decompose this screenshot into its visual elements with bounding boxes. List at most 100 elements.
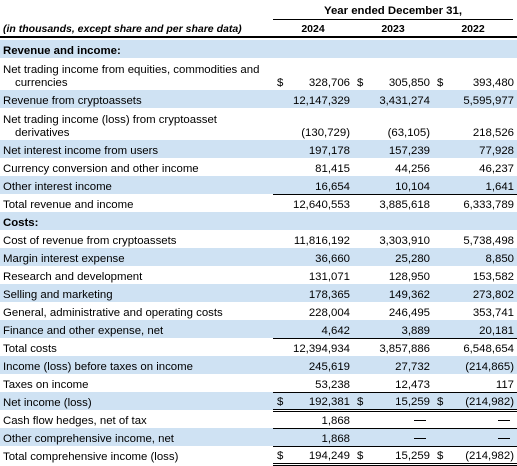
currency-symbol bbox=[273, 90, 287, 108]
currency-symbol bbox=[353, 193, 367, 212]
row-label: Total comprehensive income (loss) bbox=[3, 451, 179, 463]
currency-symbol bbox=[353, 140, 367, 158]
value-2024: 1,868 bbox=[287, 427, 353, 447]
value-2023: 44,256 bbox=[395, 163, 430, 175]
section-header-row: Revenue and income: bbox=[0, 40, 517, 58]
row-label: Revenue and income: bbox=[0, 40, 273, 58]
row-label-line2: derivatives bbox=[15, 127, 70, 139]
value-2023 bbox=[367, 40, 433, 58]
value-2024: 11,816,192 bbox=[293, 235, 350, 247]
value-2023 bbox=[367, 427, 433, 447]
value-2024: 81,415 bbox=[315, 163, 350, 175]
currency-symbol bbox=[273, 374, 287, 393]
currency-symbol bbox=[273, 337, 287, 356]
currency-symbol bbox=[273, 320, 287, 339]
currency-symbol bbox=[273, 284, 287, 302]
currency-symbol: $ bbox=[277, 77, 284, 89]
currency-symbol: $ bbox=[433, 445, 447, 466]
row-label: Cost of revenue from cryptoassets bbox=[3, 235, 177, 247]
currency-symbol bbox=[273, 427, 287, 447]
value-2023: 246,495 bbox=[388, 307, 430, 319]
row-label: Other comprehensive income, net bbox=[0, 428, 273, 446]
row-label: Net income (loss) bbox=[0, 392, 273, 410]
currency-symbol bbox=[353, 212, 367, 230]
year-header-2023: 2023 bbox=[381, 23, 405, 35]
value-2024: 12,394,934 bbox=[287, 337, 353, 356]
value-2022: 218,526 bbox=[472, 127, 514, 139]
value-2023: 15,259 bbox=[367, 391, 433, 412]
currency-symbol: $ bbox=[353, 445, 367, 466]
value-2023: (63,105) bbox=[387, 127, 430, 139]
row-label: General, administrative and operating co… bbox=[3, 307, 223, 319]
table-row: Cash flow hedges, net of tax 1,868 bbox=[0, 410, 517, 429]
value-2022 bbox=[447, 427, 517, 447]
row-label: Margin interest expense bbox=[0, 248, 273, 266]
currency-symbol: $ bbox=[437, 77, 444, 89]
row-label: Revenue from cryptoassets bbox=[0, 90, 273, 108]
value-2024: 245,619 bbox=[287, 356, 353, 374]
year-header-2024: 2024 bbox=[301, 23, 325, 35]
currency-symbol bbox=[273, 266, 287, 284]
table-row: Margin interest expense 36,660 25,280 8,850 bbox=[0, 248, 517, 266]
value-2022: 5,738,498 bbox=[463, 235, 514, 247]
currency-symbol bbox=[433, 158, 447, 176]
value-2022: 393,480 bbox=[472, 77, 514, 89]
value-2022: 8,850 bbox=[447, 248, 517, 266]
row-label-line1: Net trading income (loss) from cryptoass… bbox=[3, 114, 217, 126]
value-2022: 117 bbox=[447, 374, 517, 393]
currency-symbol bbox=[433, 230, 447, 248]
table-row: Cost of revenue from cryptoassets 11,816,… bbox=[0, 230, 517, 248]
currency-symbol bbox=[273, 212, 287, 230]
row-label-line1: Net trading income from equities, commod… bbox=[3, 64, 260, 76]
currency-symbol bbox=[353, 337, 367, 356]
currency-symbol bbox=[353, 176, 367, 195]
currency-symbol bbox=[353, 356, 367, 374]
table-row: Total revenue and income 12,640,553 3,885,… bbox=[0, 193, 517, 212]
currency-symbol bbox=[353, 320, 367, 339]
value-2022: 77,928 bbox=[447, 140, 517, 158]
row-label: Research and development bbox=[3, 271, 143, 283]
currency-symbol bbox=[353, 248, 367, 266]
row-label: Total revenue and income bbox=[3, 199, 134, 211]
value-2023: 10,104 bbox=[367, 176, 433, 195]
value-2022: 273,802 bbox=[447, 284, 517, 302]
value-2024: 36,660 bbox=[287, 248, 353, 266]
value-2024: 197,178 bbox=[287, 140, 353, 158]
table-row: Net income (loss) $192,381 $15,259 $ (214,98… bbox=[0, 391, 517, 412]
value-2024: 16,654 bbox=[287, 176, 353, 195]
units-label: (in thousands, except share and per shar… bbox=[3, 23, 242, 35]
currency-symbol bbox=[353, 230, 367, 248]
currency-symbol bbox=[433, 176, 447, 195]
value-2022 bbox=[447, 40, 517, 58]
value-2023: 15,259 bbox=[367, 445, 433, 466]
currency-symbol: $ bbox=[353, 391, 367, 412]
value-2022: (214,865) bbox=[447, 356, 517, 374]
currency-symbol bbox=[433, 248, 447, 266]
nil-dash bbox=[414, 437, 426, 439]
currency-symbol bbox=[433, 193, 447, 212]
value-2024: 328,706 bbox=[308, 77, 350, 89]
value-2024: 12,147,329 bbox=[287, 90, 353, 108]
row-label: Currency conversion and other income bbox=[3, 163, 199, 175]
table-row: Taxes on income 53,238 12,473 117 bbox=[0, 374, 517, 393]
currency-symbol: $ bbox=[273, 391, 287, 412]
currency-symbol bbox=[353, 158, 367, 176]
currency-symbol bbox=[273, 158, 287, 176]
row-label: Cash flow hedges, net of tax bbox=[3, 415, 147, 427]
table-row: Income (loss) before taxes on income 245,… bbox=[0, 356, 517, 374]
currency-symbol bbox=[353, 302, 367, 320]
table-row: Net trading income from equities, commod… bbox=[0, 58, 517, 90]
value-2022: 6,333,789 bbox=[447, 193, 517, 212]
currency-symbol bbox=[433, 427, 447, 447]
period-rule bbox=[273, 19, 513, 20]
currency-symbol bbox=[273, 193, 287, 212]
value-2023: 3,857,886 bbox=[367, 337, 433, 356]
table-row: Other comprehensive income, net 1,868 bbox=[0, 427, 517, 447]
value-2022 bbox=[447, 212, 517, 230]
row-label: Net interest income from users bbox=[0, 140, 273, 158]
currency-symbol bbox=[273, 248, 287, 266]
value-2024: 53,238 bbox=[287, 374, 353, 393]
nil-dash bbox=[414, 419, 426, 421]
value-2022: 6,548,654 bbox=[447, 337, 517, 356]
table-row: Research and development 131,071 128,950 15… bbox=[0, 266, 517, 284]
